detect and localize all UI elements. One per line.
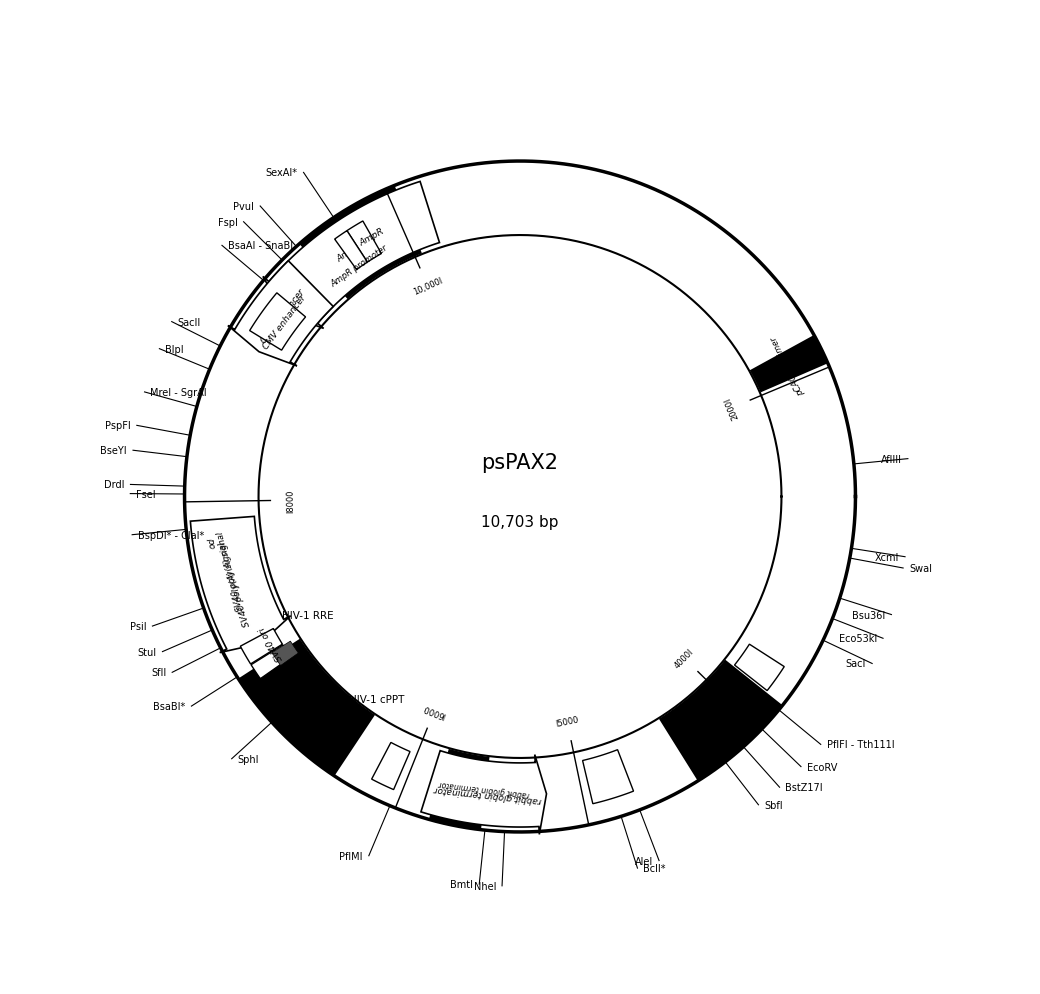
Text: PflMI: PflMI <box>339 851 363 861</box>
Text: 4000l: 4000l <box>673 647 696 670</box>
Polygon shape <box>421 750 546 835</box>
Text: pCAG_F_primer: pCAG_F_primer <box>770 335 806 397</box>
Text: 10,703 bp: 10,703 bp <box>482 514 558 529</box>
Polygon shape <box>228 261 333 367</box>
Polygon shape <box>582 749 633 804</box>
Text: CMV enhancer: CMV enhancer <box>259 287 306 345</box>
Text: HIV-1 cPPT: HIV-1 cPPT <box>349 694 405 704</box>
Text: BclI*: BclI* <box>644 863 666 874</box>
Polygon shape <box>238 639 375 776</box>
Text: StuI: StuI <box>137 647 157 657</box>
Polygon shape <box>263 182 440 329</box>
Polygon shape <box>300 186 422 300</box>
Text: l8000: l8000 <box>285 489 294 513</box>
Text: BseYI: BseYI <box>101 445 127 456</box>
Text: XcmI: XcmI <box>875 552 900 563</box>
Text: SV40 poly(A) signal: SV40 poly(A) signal <box>216 530 245 612</box>
Text: MreI - SgrAI: MreI - SgrAI <box>151 388 207 398</box>
Text: AmpR: AmpR <box>336 242 363 263</box>
Text: AflIII: AflIII <box>881 454 902 464</box>
Polygon shape <box>749 336 828 394</box>
Text: rabbit globin terminator: rabbit globin terminator <box>438 778 530 798</box>
Polygon shape <box>184 162 856 832</box>
Polygon shape <box>250 293 306 351</box>
Text: SfII: SfII <box>151 668 166 678</box>
Polygon shape <box>658 660 782 781</box>
Text: SacII: SacII <box>178 317 201 327</box>
Polygon shape <box>259 236 781 758</box>
Polygon shape <box>347 222 382 262</box>
Polygon shape <box>335 232 367 270</box>
Polygon shape <box>371 743 410 790</box>
Text: PsiI: PsiI <box>130 621 147 631</box>
Polygon shape <box>428 748 490 830</box>
Text: SV40 poly(A) signal: SV40 poly(A) signal <box>217 540 252 627</box>
Text: BsaAI - SnaBI: BsaAI - SnaBI <box>228 242 293 251</box>
Text: BstZ17I: BstZ17I <box>785 782 823 792</box>
Text: 10,000l: 10,000l <box>412 276 444 297</box>
Text: od: od <box>207 536 217 548</box>
Text: SbfI: SbfI <box>764 800 783 810</box>
Polygon shape <box>240 629 283 664</box>
Text: M13 rev: M13 rev <box>322 711 357 741</box>
Text: PflFI - Tth111I: PflFI - Tth111I <box>827 740 894 749</box>
Text: HIV-1 RRE: HIV-1 RRE <box>282 610 334 620</box>
Text: BlpI: BlpI <box>165 344 184 354</box>
Polygon shape <box>190 517 290 653</box>
Polygon shape <box>251 645 291 679</box>
Text: BsaBI*: BsaBI* <box>153 702 185 712</box>
Text: DrdI: DrdI <box>104 480 125 490</box>
Text: SacI: SacI <box>846 659 866 669</box>
Polygon shape <box>734 644 784 691</box>
Text: FspI: FspI <box>217 218 238 228</box>
Text: SwaI: SwaI <box>909 564 932 574</box>
Text: CMV enhancer: CMV enhancer <box>262 292 308 351</box>
Text: AmpR: AmpR <box>358 227 386 248</box>
Polygon shape <box>272 641 298 666</box>
Text: PvuI: PvuI <box>233 202 254 212</box>
Text: SexAI*: SexAI* <box>265 168 297 178</box>
Text: rabbit globin terminator: rabbit globin terminator <box>434 783 542 804</box>
Text: FseI: FseI <box>136 489 156 499</box>
Text: PspFI: PspFI <box>105 420 131 431</box>
Text: l6000: l6000 <box>422 702 447 719</box>
Text: 2000l: 2000l <box>724 396 740 420</box>
Text: BspDI* - ClaI*: BspDI* - ClaI* <box>138 530 204 540</box>
Text: AleI: AleI <box>634 856 653 866</box>
Text: Eco53kI: Eco53kI <box>839 633 877 644</box>
Text: SphI: SphI <box>237 754 259 764</box>
Text: AmpR promoter: AmpR promoter <box>330 244 390 288</box>
Text: l5000: l5000 <box>554 715 579 729</box>
Text: psPAX2: psPAX2 <box>482 452 558 472</box>
Text: BmtI: BmtI <box>450 880 473 890</box>
Text: EcoRV: EcoRV <box>807 761 837 771</box>
Text: SV40 ori: SV40 ori <box>258 625 285 662</box>
Text: NheI: NheI <box>473 881 496 891</box>
Text: Bsu36I: Bsu36I <box>852 610 885 620</box>
